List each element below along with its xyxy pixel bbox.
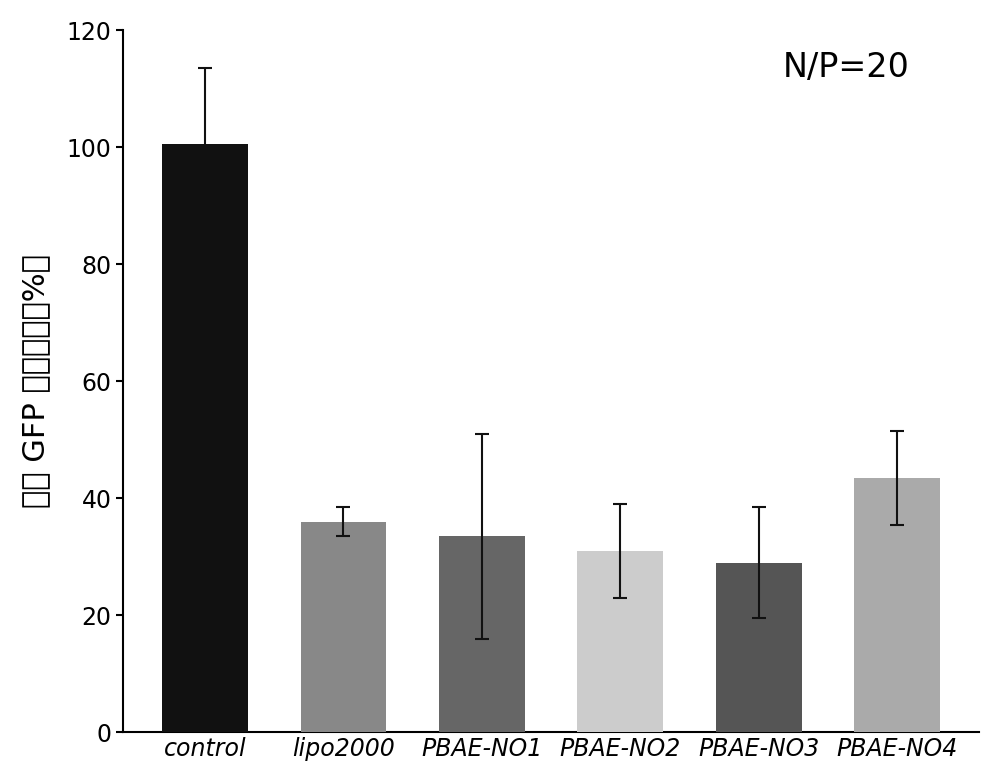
Bar xyxy=(439,536,525,732)
Bar xyxy=(301,522,386,732)
Bar xyxy=(162,145,248,732)
Bar xyxy=(854,478,940,732)
Bar xyxy=(716,563,802,732)
Text: N/P=20: N/P=20 xyxy=(782,52,909,84)
Y-axis label: 相对 GFP 荺光强度（%）: 相对 GFP 荺光强度（%） xyxy=(21,254,50,508)
Bar xyxy=(577,551,663,732)
